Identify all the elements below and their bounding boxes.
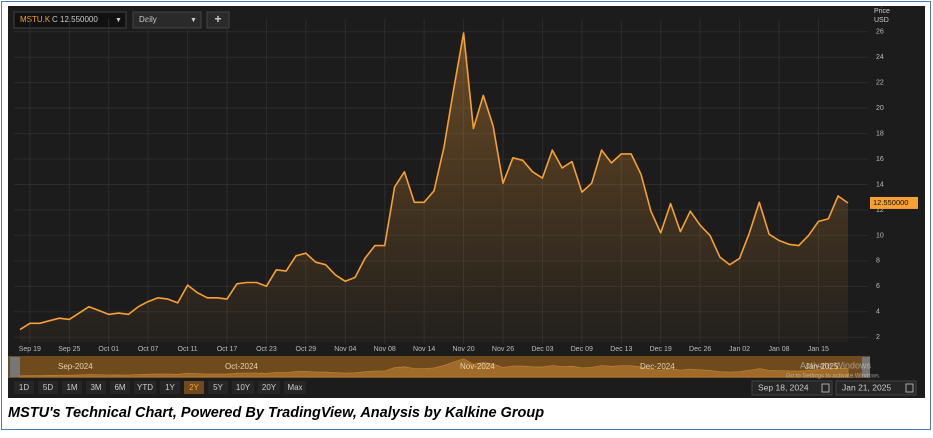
x-tick-label: Oct 23 — [256, 346, 277, 353]
x-tick-label: Nov 04 — [334, 346, 356, 353]
x-tick-label: Dec 03 — [531, 346, 553, 353]
watermark: Activate Windows — [800, 360, 872, 370]
x-tick-label: Oct 01 — [98, 346, 119, 353]
last-price-tag — [870, 196, 918, 209]
range-label: 6M — [114, 383, 125, 392]
caption: MSTU's Technical Chart, Powered By Tradi… — [8, 405, 544, 421]
x-tick-label: Nov 08 — [374, 346, 396, 353]
range-label: 1M — [66, 383, 77, 392]
range-label: 20Y — [262, 383, 277, 392]
range-label: YTD — [137, 383, 153, 392]
navigator-month: Dec-2024 — [640, 362, 675, 371]
y-tick-label: 20 — [876, 105, 884, 112]
range-label: Max — [287, 383, 302, 392]
navigator-month: Jan-2025 — [805, 362, 839, 371]
date-box[interactable] — [751, 380, 833, 396]
range-button[interactable] — [14, 381, 34, 394]
y-tick-label: 2 — [876, 334, 880, 341]
close-price: C 12.550000 — [52, 15, 98, 24]
y-tick-label: 4 — [876, 309, 880, 316]
range-label: 5Y — [213, 383, 223, 392]
navigator-handle[interactable] — [10, 357, 20, 377]
range-button[interactable] — [258, 381, 280, 394]
range-button[interactable] — [134, 381, 156, 394]
y-tick-label: 12 — [876, 207, 884, 214]
range-label: 1Y — [165, 383, 175, 392]
last-price-label: 12.550000 — [873, 198, 908, 207]
calendar-icon — [821, 383, 830, 393]
x-tick-label: Oct 29 — [296, 346, 317, 353]
dropdown-arrow: ▼ — [115, 17, 122, 24]
range-label: 2Y — [189, 383, 199, 392]
y-tick-label: 22 — [876, 79, 884, 86]
y-tick-label: 18 — [876, 130, 884, 137]
x-tick-label: Jan 02 — [729, 346, 750, 353]
range-button[interactable] — [86, 381, 106, 394]
y-tick-label: 8 — [876, 258, 880, 265]
date-text: Jan 21, 2025 — [842, 382, 891, 392]
x-tick-label: Jan 15 — [808, 346, 829, 353]
navigator-month: Nov-2024 — [460, 362, 495, 371]
range-button[interactable] — [62, 381, 82, 394]
range-label: 10Y — [236, 383, 251, 392]
x-tick-label: Sep 25 — [58, 346, 80, 353]
range-button[interactable] — [110, 381, 130, 394]
symbol: MSTU.K — [20, 15, 51, 24]
range-label: 3M — [90, 383, 101, 392]
price-line — [19, 32, 849, 331]
outer-border — [1, 1, 931, 430]
x-tick-label: Jan 08 — [768, 346, 789, 353]
date-box[interactable] — [835, 380, 917, 396]
x-tick-label: Dec 13 — [610, 346, 632, 353]
range-button[interactable] — [284, 381, 306, 394]
range-button[interactable] — [184, 381, 204, 394]
range-button[interactable] — [232, 381, 254, 394]
y-tick-label: 10 — [876, 232, 884, 239]
y-tick-label: 6 — [876, 283, 880, 290]
navigator-area — [19, 358, 849, 378]
range-label: 5D — [43, 383, 53, 392]
x-tick-label: Oct 17 — [217, 346, 238, 353]
currency: USD — [874, 17, 889, 24]
area — [20, 33, 848, 342]
range-button[interactable] — [38, 381, 58, 394]
x-tick-label: Oct 11 — [178, 346, 198, 353]
axis-title: Price — [874, 8, 890, 15]
x-tick-label: Sep 19 — [19, 346, 41, 353]
add-icon: + — [214, 12, 221, 26]
y-tick-label: 24 — [876, 54, 884, 61]
x-tick-label: Nov 14 — [413, 346, 435, 353]
x-tick-label: Dec 26 — [689, 346, 711, 353]
add-button[interactable] — [206, 11, 230, 29]
y-tick-label: 16 — [876, 156, 884, 163]
x-tick-label: Dec 09 — [571, 346, 593, 353]
y-tick-label: 26 — [876, 29, 884, 36]
x-tick-label: Nov 20 — [452, 346, 474, 353]
interval-box[interactable] — [132, 11, 202, 29]
navigator-month: Sep-2024 — [58, 362, 93, 371]
watermark-sub: Go to Settings to activate Windows. — [786, 374, 881, 380]
range-label: 1D — [19, 383, 29, 392]
calendar-icon — [905, 383, 914, 393]
navigator-handle[interactable] — [862, 357, 870, 377]
range-button[interactable] — [208, 381, 228, 394]
date-text: Sep 18, 2024 — [758, 382, 809, 392]
dropdown-arrow: ▼ — [190, 17, 197, 24]
x-tick-label: Oct 07 — [138, 346, 159, 353]
symbol-box[interactable] — [13, 11, 127, 29]
range-button[interactable] — [160, 381, 180, 394]
x-tick-label: Nov 26 — [492, 346, 514, 353]
x-tick-label: Dec 19 — [650, 346, 672, 353]
navigator-month: Oct-2024 — [225, 362, 258, 371]
y-tick-label: 14 — [876, 181, 884, 188]
